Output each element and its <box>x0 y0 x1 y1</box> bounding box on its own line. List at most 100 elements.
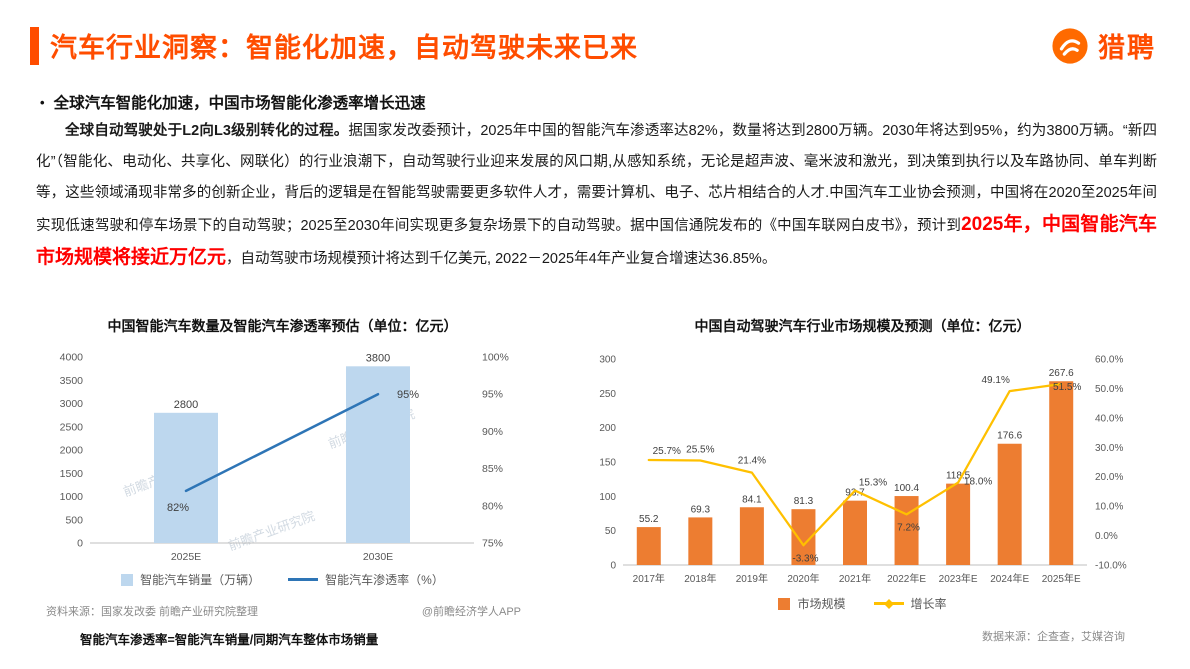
left-source-text: 资料来源：国家发改委 前瞻产业研究院整理 <box>46 606 259 618</box>
svg-text:20.0%: 20.0% <box>1095 472 1123 483</box>
svg-text:200: 200 <box>599 423 616 434</box>
smart-car-chart-legend: 智能汽车销量（万辆） 智能汽车渗透率（%） <box>30 571 535 588</box>
svg-text:82%: 82% <box>166 502 188 514</box>
svg-text:95%: 95% <box>396 389 418 401</box>
svg-text:18.0%: 18.0% <box>963 477 991 488</box>
svg-text:2025E: 2025E <box>170 551 200 563</box>
penetration-legend-label: 智能汽车渗透率（%） <box>325 573 444 587</box>
svg-text:84.1: 84.1 <box>742 494 762 505</box>
liepin-logo: 猎聘 <box>1051 26 1156 65</box>
liepin-logo-text: 猎聘 <box>1098 33 1156 63</box>
svg-text:95%: 95% <box>482 389 503 401</box>
svg-text:50.0%: 50.0% <box>1095 384 1123 395</box>
svg-text:10.0%: 10.0% <box>1095 502 1123 513</box>
penetration-footnote: 智能汽车渗透率=智能汽车销量/同期汽车整体市场销量 <box>80 633 379 647</box>
penetration-line-swatch <box>288 578 319 581</box>
svg-text:40.0%: 40.0% <box>1095 413 1123 424</box>
liepin-logo-icon <box>1052 27 1088 64</box>
autonomous-chart-title: 中国自动驾驶汽车行业市场规模及预测（单位：亿元） <box>694 318 1031 334</box>
market-size-legend-label: 市场规模 <box>797 597 846 611</box>
svg-text:前瞻产业研究院: 前瞻产业研究院 <box>226 508 317 553</box>
growth-rate-marker <box>883 598 894 609</box>
svg-text:3500: 3500 <box>59 375 83 387</box>
svg-text:3000: 3000 <box>59 398 83 410</box>
svg-text:60.0%: 60.0% <box>1095 355 1123 366</box>
page-title: 汽车行业洞察：智能化加速，自动驾驶未来已来 <box>50 33 638 63</box>
svg-text:2000: 2000 <box>59 445 83 457</box>
svg-text:55.2: 55.2 <box>639 514 659 525</box>
svg-text:-10.0%: -10.0% <box>1095 561 1127 572</box>
svg-text:2024年E: 2024年E <box>990 572 1029 585</box>
paragraph-body2: ，自动驾驶市场规模预计将达到千亿美元, 2022－2025年4年产业复合增速达3… <box>226 251 777 267</box>
svg-text:100: 100 <box>599 492 616 503</box>
svg-text:4000: 4000 <box>59 352 83 364</box>
svg-text:81.3: 81.3 <box>793 496 813 507</box>
header: 汽车行业洞察：智能化加速，自动驾驶未来已来 猎聘 <box>30 26 1156 65</box>
sales-legend-label: 智能汽车销量（万辆） <box>140 573 261 587</box>
svg-text:500: 500 <box>65 514 83 526</box>
svg-text:69.3: 69.3 <box>690 504 710 515</box>
svg-text:51.5%: 51.5% <box>1053 382 1081 393</box>
svg-text:90%: 90% <box>482 426 503 438</box>
market-size-bar-swatch <box>778 597 791 610</box>
left-credit-text: @前瞻经济学人APP <box>421 606 521 618</box>
right-source-text: 数据来源：企查查，艾媒咨询 <box>982 631 1125 643</box>
svg-text:1000: 1000 <box>59 491 83 503</box>
smart-car-chart-title: 中国智能汽车数量及智能汽车渗透率预估（单位：亿元） <box>107 318 458 334</box>
svg-text:25.7%: 25.7% <box>652 446 680 457</box>
svg-text:2500: 2500 <box>59 421 83 433</box>
paragraph-highlight: 2025年，中国智能汽车市场规模将接近万亿元 <box>36 214 1157 268</box>
svg-text:300: 300 <box>599 355 616 366</box>
autonomous-market-chart: 0 50 100 150 200 250 300 -10.0% 0.0% 10.0% 20.0% 30… <box>599 355 1127 586</box>
legend-item-market-size: 市场规模 <box>778 595 846 612</box>
svg-text:100.4: 100.4 <box>894 483 919 494</box>
legend-item-growth-rate: 增长率 <box>873 595 947 612</box>
svg-text:0.0%: 0.0% <box>1095 531 1118 542</box>
left-source-row: 资料来源：国家发改委 前瞻产业研究院整理 @前瞻经济学人APP <box>30 603 535 619</box>
svg-text:0: 0 <box>77 538 83 550</box>
svg-text:118.5: 118.5 <box>945 471 970 482</box>
growth-rate-line-swatch <box>873 598 904 609</box>
svg-text:0: 0 <box>610 561 616 572</box>
svg-text:1500: 1500 <box>59 468 83 480</box>
autonomous-chart-legend: 市场规模 增长率 <box>560 595 1165 612</box>
svg-text:3800: 3800 <box>365 352 389 364</box>
section-heading-text: 全球汽车智能化加速，中国市场智能化渗透率增长迅速 <box>53 95 426 112</box>
svg-text:2020年: 2020年 <box>787 572 819 585</box>
svg-text:75%: 75% <box>482 538 503 550</box>
svg-text:176.6: 176.6 <box>997 431 1022 442</box>
svg-text:7.2%: 7.2% <box>897 522 920 533</box>
svg-text:2023年E: 2023年E <box>938 572 977 585</box>
svg-text:267.6: 267.6 <box>1048 368 1073 379</box>
bullet-marker: • <box>40 94 45 110</box>
svg-text:2025年E: 2025年E <box>1041 572 1080 585</box>
svg-text:80%: 80% <box>482 500 503 512</box>
legend-item-penetration: 智能汽车渗透率（%） <box>288 571 444 588</box>
svg-text:49.1%: 49.1% <box>981 375 1009 386</box>
svg-text:15.3%: 15.3% <box>858 478 886 489</box>
svg-text:150: 150 <box>599 458 616 469</box>
svg-text:2019年: 2019年 <box>735 572 767 585</box>
svg-text:-3.3%: -3.3% <box>792 553 818 564</box>
growth-rate-legend-label: 增长率 <box>910 597 947 611</box>
svg-text:2021年: 2021年 <box>838 572 870 585</box>
svg-text:2800: 2800 <box>173 399 197 411</box>
paragraph-lead: 全球自动驾驶处于L2向L3级别转化的过程。 <box>65 123 349 139</box>
svg-text:85%: 85% <box>482 463 503 475</box>
sales-bar-swatch <box>121 573 134 586</box>
svg-text:25.5%: 25.5% <box>686 445 714 456</box>
svg-text:2018年: 2018年 <box>684 572 716 585</box>
svg-text:2017年: 2017年 <box>632 572 664 585</box>
smart-car-chart-block: 中国智能汽车数量及智能汽车渗透率预估（单位：亿元） 前瞻产业研究院前瞻产业研究院… <box>30 316 535 648</box>
svg-text:30.0%: 30.0% <box>1095 443 1123 454</box>
svg-text:250: 250 <box>599 389 616 400</box>
title-accent-bar <box>30 26 39 65</box>
smart-car-chart: 前瞻产业研究院前瞻产业研究院前瞻产业研究院0500100015002000250… <box>59 352 509 564</box>
svg-text:93.7: 93.7 <box>845 488 865 499</box>
svg-text:100%: 100% <box>482 352 509 364</box>
svg-text:21.4%: 21.4% <box>737 456 765 467</box>
svg-text:2022年E: 2022年E <box>887 572 926 585</box>
section-heading: • 全球汽车智能化加速，中国市场智能化渗透率增长迅速 <box>40 91 426 113</box>
body-paragraph: 全球自动驾驶处于L2向L3级别转化的过程。据国家发改委预计，2025年中国的智能… <box>36 116 1157 275</box>
